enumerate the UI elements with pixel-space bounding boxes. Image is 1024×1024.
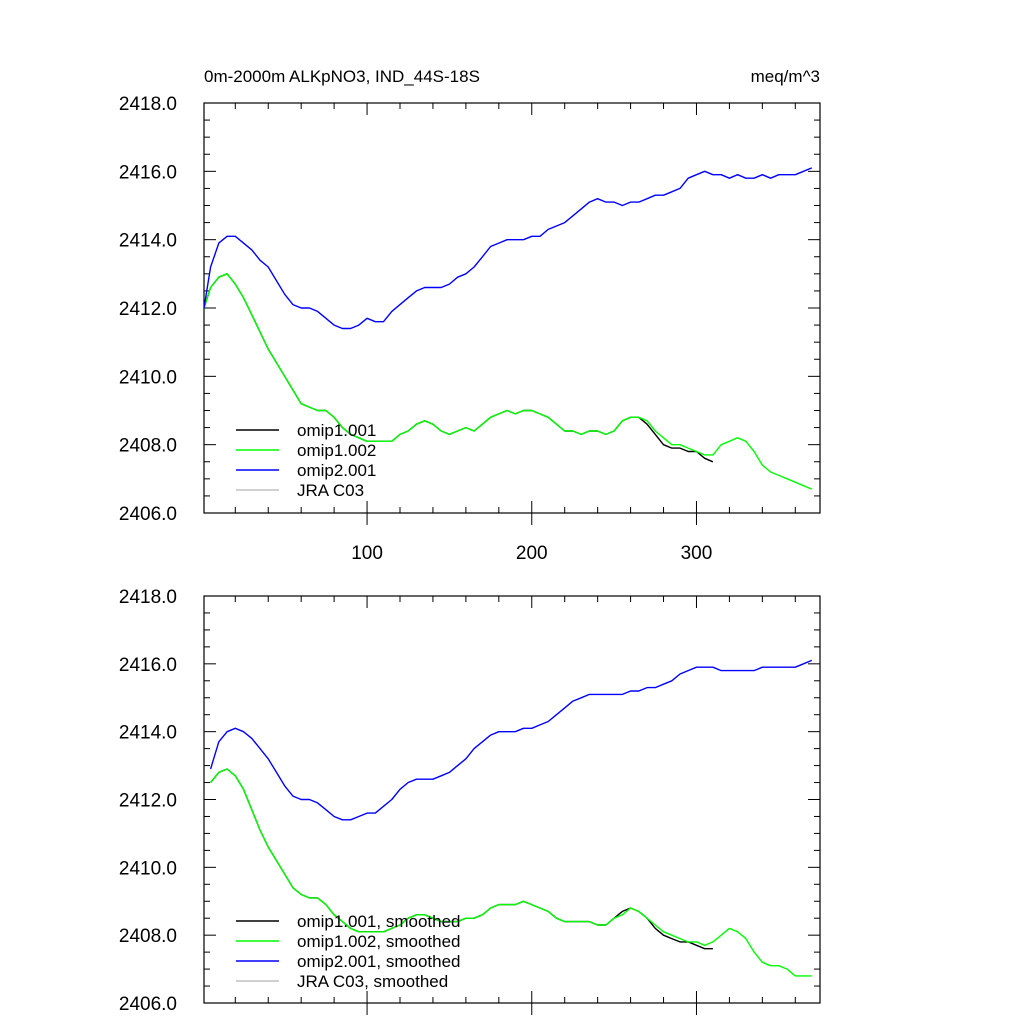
y-tick-label: 2406.0 [119, 994, 177, 1015]
legend-label: omip1.002, smoothed [297, 932, 461, 951]
legend-label: omip1.001, smoothed [297, 912, 461, 931]
series-line-3 [203, 167, 813, 330]
y-tick-label: 2418.0 [119, 94, 177, 115]
legend-label: omip1.001 [297, 421, 376, 440]
series-line-1 [210, 768, 713, 950]
legend-label: omip2.001 [297, 461, 376, 480]
y-tick-label: 2414.0 [119, 231, 177, 252]
y-tick-label: 2412.0 [119, 791, 177, 812]
chart-2: 2406.0 2408.0 2410.0 2412.0 2414.0 2416.0 2418… [119, 587, 821, 1015]
legend-label: JRA C03, smoothed [297, 972, 448, 991]
y-tick-label: 2406.0 [119, 504, 177, 525]
y-tick-label: 2412.0 [119, 299, 177, 320]
chart-title: 0m-2000m ALKpNO3, IND_44S-18S [204, 67, 480, 86]
series-line-3 [209, 659, 813, 821]
y-tick-label: 2410.0 [119, 367, 177, 388]
x-tick-label: 100 [351, 543, 383, 564]
y-tick-label: 2416.0 [119, 655, 177, 676]
chart-units: meq/m^3 [751, 67, 820, 86]
x-tick-label: 300 [681, 543, 713, 564]
y-tick-label: 2408.0 [119, 436, 177, 457]
legend-label: omip2.001, smoothed [297, 952, 461, 971]
y-tick-label: 2416.0 [119, 162, 177, 183]
y-tick-label: 2410.0 [119, 858, 177, 879]
series-line-2 [210, 768, 812, 977]
x-tick-label: 200 [516, 543, 548, 564]
chart-1: 0m-2000m ALKpNO3, IND_44S-18S meq/m^3 2406… [119, 67, 821, 564]
y-tick-label: 2418.0 [119, 587, 177, 608]
legend-label: omip1.002 [297, 441, 376, 460]
y-tick-label: 2414.0 [119, 723, 177, 744]
legend-label: JRA C03 [297, 481, 364, 500]
series-line-2 [203, 273, 813, 490]
y-tick-label: 2408.0 [119, 926, 177, 947]
